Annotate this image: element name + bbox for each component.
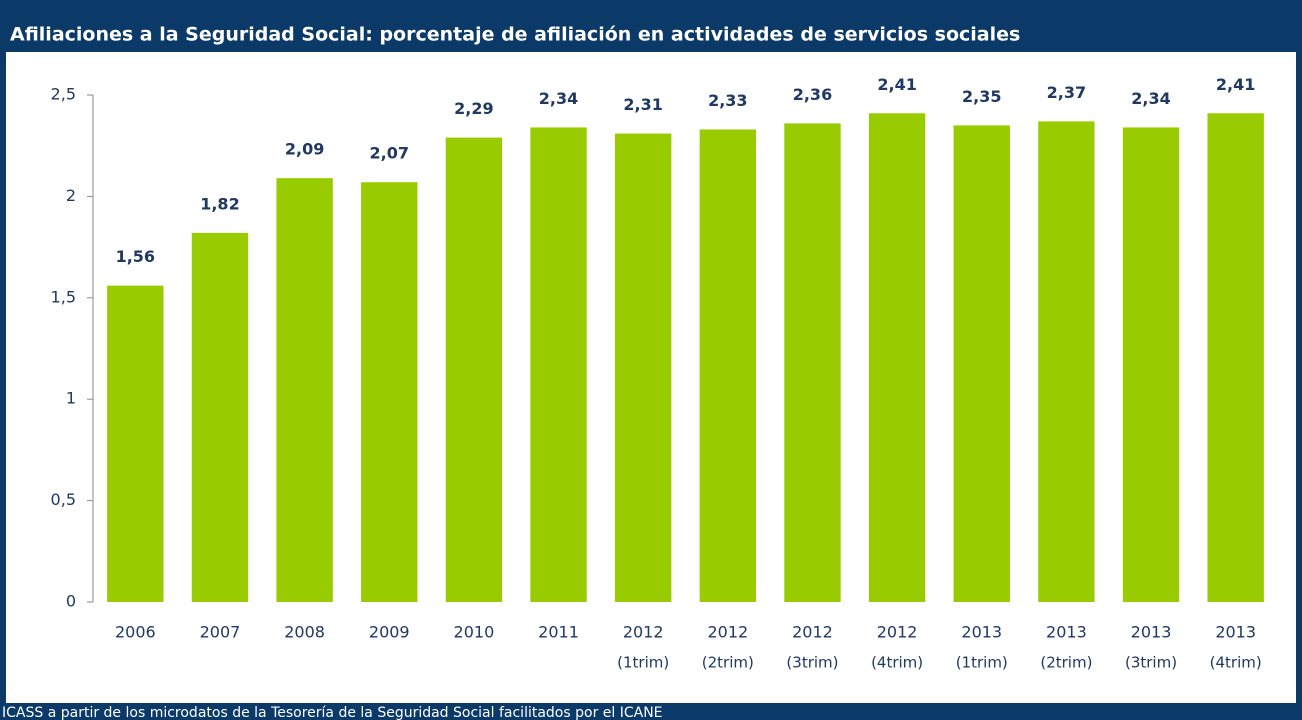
y-tick-label: 1,5 [51,287,76,306]
bar [530,127,587,602]
value-label: 2,36 [793,85,832,104]
bar [953,125,1010,603]
x-tick-label: (2trim) [702,654,754,672]
bar [1122,127,1180,602]
y-tick-label: 1 [66,389,76,408]
x-tick-label: 2010 [454,623,495,642]
value-label: 2,41 [1216,75,1255,94]
value-label: 1,56 [116,247,155,266]
bar [107,285,164,602]
value-label: 2,34 [539,89,578,108]
x-tick-label: (4trim) [1210,654,1262,672]
y-tick-label: 0 [66,592,76,611]
value-label: 2,29 [454,99,493,118]
y-tick-label: 0,5 [51,490,76,509]
bar [191,232,249,603]
x-tick-label: 2009 [369,623,410,642]
bar [1038,121,1095,602]
x-tick-label: (1trim) [956,654,1008,672]
bar [361,182,418,603]
value-label: 2,41 [877,75,916,94]
y-tick-label: 2,5 [51,85,76,104]
bar [868,113,926,602]
bar [784,123,841,602]
x-tick-label: 2013 [1131,623,1172,642]
x-tick-label: (2trim) [1040,654,1092,672]
x-tick-label: 2012 [792,623,833,642]
value-label: 1,82 [200,194,239,213]
x-tick-label: 2011 [538,623,579,642]
chart-title: Afiliaciones a la Seguridad Social: porc… [10,24,1020,46]
x-tick-label: (3trim) [786,654,838,672]
value-label: 2,09 [285,140,324,159]
value-label: 2,35 [962,87,1001,106]
bar [1207,113,1264,602]
bar [445,137,503,602]
value-label: 2,34 [1131,89,1170,108]
y-tick-label: 2 [66,186,76,205]
x-tick-label: 2007 [200,623,241,642]
x-tick-label: 2008 [284,623,325,642]
bar [699,129,757,602]
value-label: 2,37 [1047,83,1086,102]
x-tick-label: (3trim) [1125,654,1177,672]
source-note: ICASS a partir de los microdatos de la T… [2,705,663,720]
x-tick-label: 2012 [877,623,918,642]
value-label: 2,33 [708,91,747,110]
x-tick-label: (1trim) [617,654,669,672]
value-label: 2,31 [623,95,662,114]
x-tick-label: 2013 [961,623,1002,642]
x-tick-label: 2013 [1215,623,1256,642]
x-tick-label: 2012 [623,623,664,642]
x-tick-label: 2013 [1046,623,1087,642]
x-tick-label: 2006 [115,623,156,642]
bar [276,178,333,602]
value-label: 2,07 [370,144,409,163]
bar [614,133,672,603]
x-tick-label: 2012 [707,623,748,642]
x-tick-label: (4trim) [871,654,923,672]
